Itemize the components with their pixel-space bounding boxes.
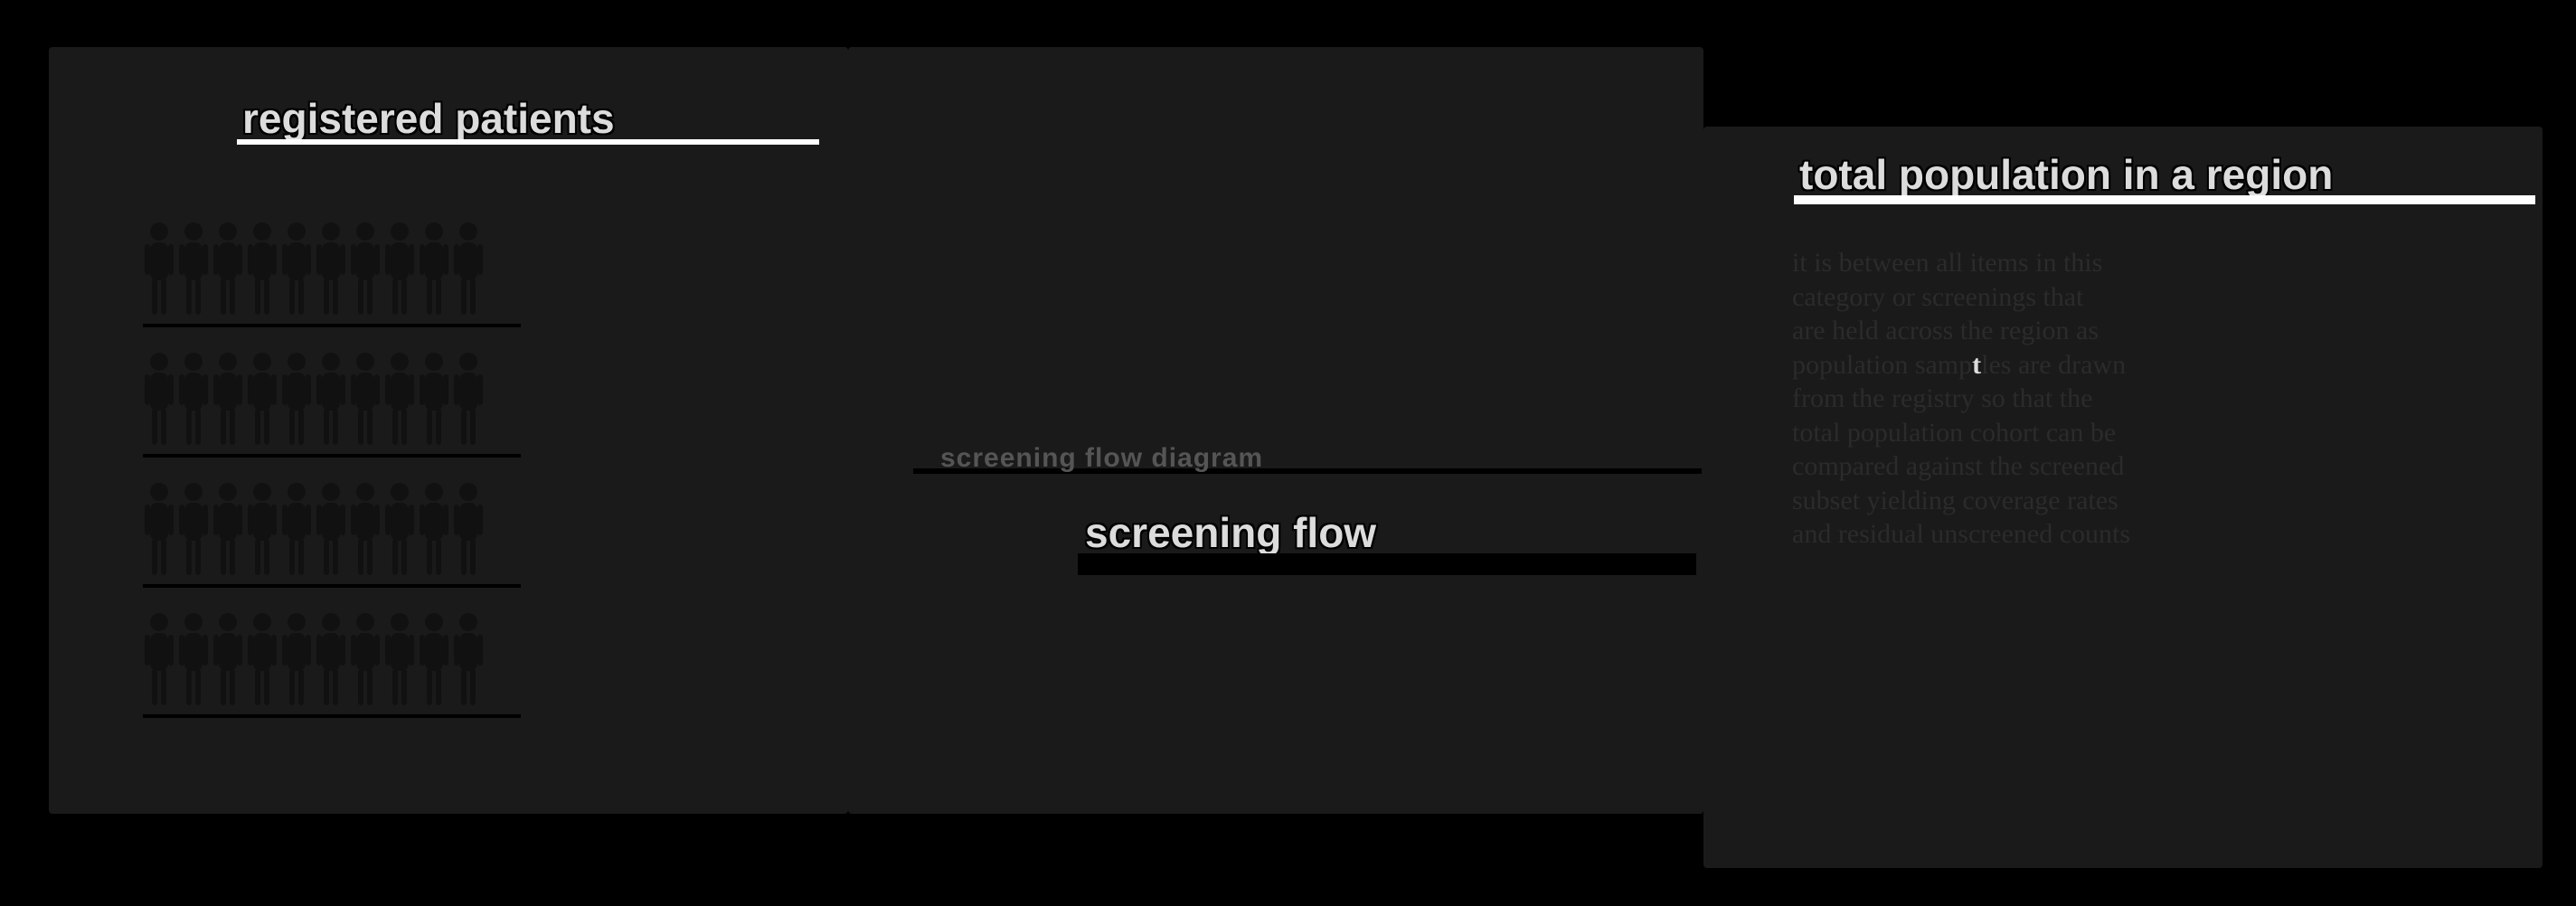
people-grid bbox=[143, 221, 485, 711]
person-icon bbox=[315, 611, 347, 711]
person-icon bbox=[280, 351, 313, 450]
people-row-underline bbox=[143, 324, 521, 327]
person-icon bbox=[212, 351, 244, 450]
person-icon bbox=[177, 611, 210, 711]
people-row bbox=[143, 611, 485, 711]
person-icon bbox=[246, 481, 278, 580]
person-icon bbox=[418, 351, 450, 450]
person-icon bbox=[383, 611, 416, 711]
dense-text-line: subset yielding coverage rates bbox=[1792, 484, 2479, 518]
people-row-underline bbox=[143, 584, 521, 588]
person-icon bbox=[349, 611, 382, 711]
person-icon bbox=[280, 481, 313, 580]
person-icon bbox=[452, 611, 485, 711]
person-icon bbox=[452, 481, 485, 580]
person-icon bbox=[212, 611, 244, 711]
person-icon bbox=[418, 481, 450, 580]
people-row bbox=[143, 351, 485, 450]
title-registered-patients: registered patients bbox=[242, 94, 615, 143]
title-bar-left bbox=[237, 139, 819, 145]
person-icon bbox=[452, 351, 485, 450]
dense-text-line: it is between all items in this bbox=[1792, 246, 2479, 280]
person-icon bbox=[143, 221, 175, 320]
person-icon bbox=[143, 611, 175, 711]
title-screening-flow: screening flow bbox=[1085, 508, 1376, 557]
person-icon bbox=[349, 351, 382, 450]
dense-text-block: it is between all items in thiscategory … bbox=[1792, 246, 2479, 788]
person-icon bbox=[212, 221, 244, 320]
diagram-canvas: registered patients screening flow diagr… bbox=[0, 0, 2576, 906]
person-icon bbox=[280, 221, 313, 320]
person-icon bbox=[315, 351, 347, 450]
person-icon bbox=[383, 481, 416, 580]
title-bar-right bbox=[1794, 195, 2535, 204]
person-icon bbox=[177, 481, 210, 580]
dense-text-line: total population cohort can be bbox=[1792, 416, 2479, 450]
person-icon bbox=[383, 221, 416, 320]
people-row bbox=[143, 481, 485, 580]
person-icon bbox=[246, 351, 278, 450]
people-row bbox=[143, 221, 485, 320]
title-total-population: total population in a region bbox=[1799, 150, 2333, 199]
person-icon bbox=[143, 351, 175, 450]
dense-text-line: and residual unscreened counts bbox=[1792, 517, 2479, 552]
dense-text-line: category or screenings that bbox=[1792, 280, 2479, 315]
people-row-underline bbox=[143, 714, 521, 718]
person-icon bbox=[212, 481, 244, 580]
person-icon bbox=[418, 611, 450, 711]
dense-text-line: population samptles are drawn bbox=[1792, 348, 2479, 382]
middle-faded-text: screening flow diagram bbox=[940, 443, 1263, 474]
person-icon bbox=[383, 351, 416, 450]
person-icon bbox=[418, 221, 450, 320]
person-icon bbox=[143, 481, 175, 580]
highlight-char: t bbox=[1972, 350, 1981, 380]
dense-text-line: are held across the region as bbox=[1792, 314, 2479, 348]
person-icon bbox=[452, 221, 485, 320]
person-icon bbox=[315, 481, 347, 580]
person-icon bbox=[246, 611, 278, 711]
title-underbar-middle bbox=[1078, 553, 1696, 575]
dense-text-line: compared against the screened bbox=[1792, 449, 2479, 484]
person-icon bbox=[177, 221, 210, 320]
panel-screening-flow bbox=[848, 47, 1703, 814]
person-icon bbox=[349, 481, 382, 580]
person-icon bbox=[280, 611, 313, 711]
person-icon bbox=[177, 351, 210, 450]
dense-text-line: from the registry so that the bbox=[1792, 382, 2479, 416]
person-icon bbox=[349, 221, 382, 320]
person-icon bbox=[315, 221, 347, 320]
people-row-underline bbox=[143, 454, 521, 458]
person-icon bbox=[246, 221, 278, 320]
